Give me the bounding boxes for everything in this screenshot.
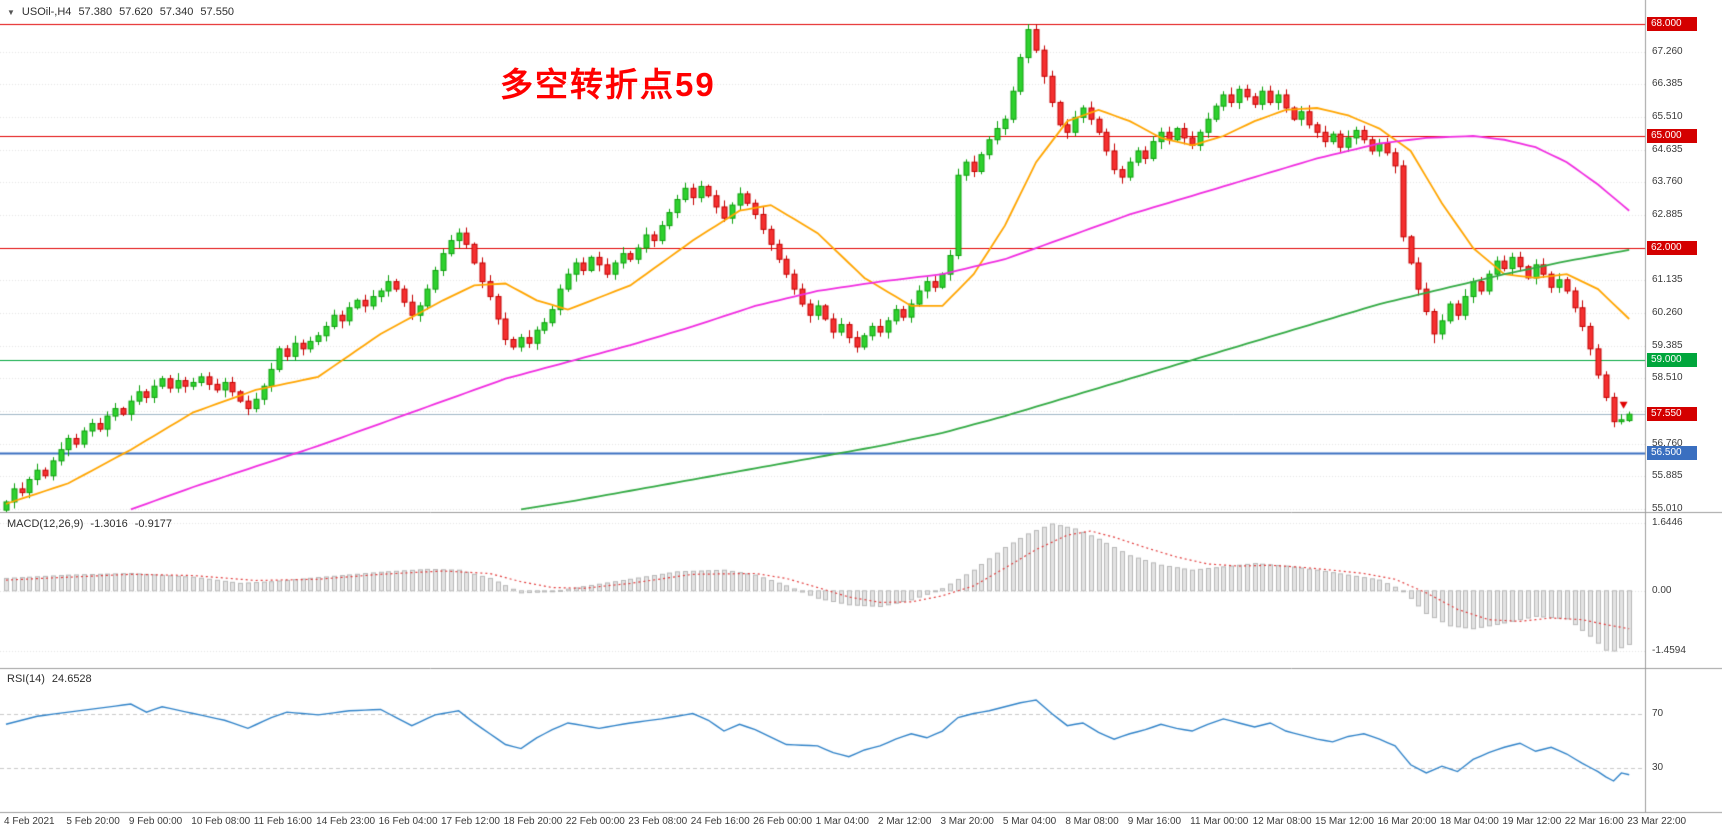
price-axis-label: 58.510 [1652,372,1683,384]
price-level-tag: 68.000 [1647,17,1697,31]
macd-axis-label: 0.00 [1652,584,1672,596]
price-axis-label: 65.510 [1652,110,1683,122]
time-axis-label: 23 Feb 08:00 [628,816,688,827]
time-axis-label: 11 Mar 00:00 [1190,816,1249,827]
macd-axis-label: 1.6446 [1652,516,1683,528]
time-axis-label: 8 Mar 08:00 [1065,816,1119,827]
time-axis-label: 16 Mar 20:00 [1377,816,1437,827]
time-axis-label: 26 Feb 00:00 [753,816,813,827]
macd-name: MACD(12,26,9) [7,518,84,530]
ohlc-high: 57.620 [119,6,153,18]
price-axis-label: 61.135 [1652,274,1683,286]
time-axis-label: 18 Feb 20:00 [503,816,563,827]
time-axis-label: 5 Feb 20:00 [66,816,120,827]
time-axis-label: 3 Mar 20:00 [940,816,994,827]
ohlc-low: 57.340 [159,6,194,18]
time-axis-label: 18 Mar 04:00 [1439,816,1499,827]
time-axis-label: 10 Feb 08:00 [191,816,251,827]
time-axis-label: 5 Mar 04:00 [1002,816,1057,827]
time-axis-label: 1 Mar 04:00 [815,816,869,827]
time-axis-label: 11 Feb 16:00 [253,816,312,827]
window-marker-icon: ▼ [7,7,15,17]
rsi-panel[interactable] [0,669,1645,812]
rsi-axis-label: 70 [1652,707,1664,719]
price-axis-label: 60.260 [1652,307,1683,318]
price-level-tag: 59.000 [1647,353,1697,368]
price-axis-label: 55.010 [1652,503,1683,515]
time-axis-label: 23 Mar 22:00 [1627,816,1687,827]
current-price-tag: 57.550 [1647,407,1697,422]
time-axis-label: 22 Mar 16:00 [1564,816,1624,827]
price-axis-label: 56.760 [1652,437,1683,449]
time-axis-label: 12 Mar 08:00 [1252,816,1312,827]
price-axis-label: 59.385 [1652,339,1683,351]
price-axis-label: 64.635 [1652,143,1683,155]
rsi-axis-label: 30 [1652,761,1664,773]
ohlc-open: 57.380 [78,6,113,18]
price-level-tag: 65.000 [1647,129,1697,144]
main-chart-panel[interactable] [0,0,1645,512]
rsi-indicator-label: RSI(14) 24.6528 [7,673,92,685]
rsi-name: RSI(14) [7,673,45,685]
macd-main-value: -1.3016 [90,518,128,530]
price-axis-label: 62.885 [1652,208,1683,220]
macd-indicator-label: MACD(12,26,9) -1.3016 -0.9177 [7,518,172,530]
macd-axis-label: -1.4594 [1652,644,1686,656]
price-axis-label: 63.760 [1652,176,1683,188]
macd-panel[interactable] [0,513,1645,668]
ohlc-close: 57.550 [200,6,235,18]
time-axis-label: 2 Mar 12:00 [878,816,932,827]
price-level-tag: 62.000 [1647,241,1697,256]
time-axis-label: 17 Feb 12:00 [441,816,500,827]
symbol-period-label: USOil-,H4 [21,6,72,18]
time-axis-label: 4 Feb 2021 [4,816,55,827]
price-axis-label: 55.885 [1652,470,1683,482]
time-axis-label: 15 Mar 12:00 [1315,816,1374,827]
time-axis-label: 14 Feb 23:00 [316,816,376,827]
symbol-ohlc-header: ▼ USOil-,H4 57.380 57.620 57.340 57.550 [7,6,234,18]
time-axis-label: 19 Mar 12:00 [1502,816,1562,827]
price-axis-label: 66.385 [1652,78,1683,90]
rsi-value: 24.6528 [51,673,92,685]
time-axis-label: 24 Feb 16:00 [690,816,750,827]
time-axis-label: 22 Feb 00:00 [565,816,625,827]
price-level-tag: 56.500 [1647,446,1697,461]
time-axis-label: 16 Feb 04:00 [378,816,438,827]
annotation-text: 多空转折点59 [500,66,716,103]
price-axis-label: 67.260 [1652,45,1683,57]
time-axis-label: 9 Feb 00:00 [128,816,183,827]
macd-signal-value: -0.9177 [134,518,173,530]
time-axis-label: 9 Mar 16:00 [1127,816,1182,827]
